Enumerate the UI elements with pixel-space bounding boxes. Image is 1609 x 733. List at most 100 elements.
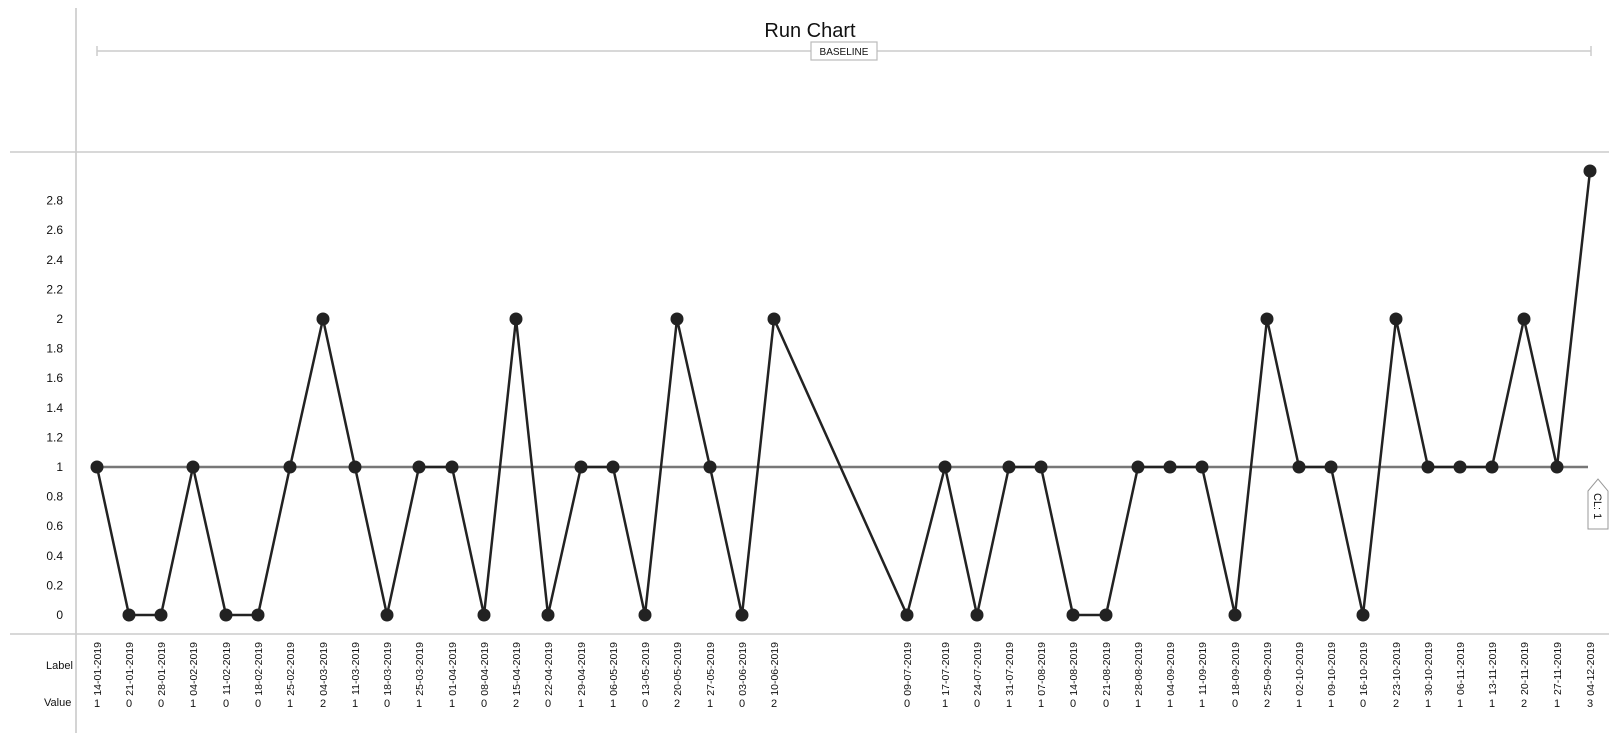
- value-cell: 1: [416, 698, 422, 710]
- y-tick-label: 0.2: [46, 578, 63, 592]
- x-tick-label: 24-07-2019: [972, 642, 984, 696]
- value-cell: 0: [255, 698, 261, 710]
- data-point: [900, 608, 914, 622]
- x-tick-label: 16-10-2019: [1358, 642, 1370, 696]
- baseline-label-box: [810, 41, 878, 61]
- x-tick-label: 18-02-2019: [253, 642, 265, 696]
- value-cell: 1: [1006, 698, 1012, 710]
- data-point: [1099, 608, 1113, 622]
- x-tick-label: 06-05-2019: [608, 642, 620, 696]
- data-point: [283, 460, 297, 474]
- value-cell: 0: [974, 698, 980, 710]
- value-cell: 0: [158, 698, 164, 710]
- x-tick-label: 13-11-2019: [1487, 642, 1499, 695]
- x-tick-label: 14-08-2019: [1068, 642, 1080, 696]
- x-tick-label: 21-01-2019: [124, 642, 136, 696]
- x-tick-label: 06-11-2019: [1455, 642, 1467, 695]
- data-point: [509, 312, 523, 326]
- data-point: [154, 608, 168, 622]
- center-line-label: CL: 1: [1587, 478, 1609, 530]
- y-tick-label: 0: [56, 608, 63, 622]
- value-cell: 1: [287, 698, 293, 710]
- data-point: [1002, 460, 1016, 474]
- x-tick-label: 30-10-2019: [1423, 642, 1435, 696]
- data-point: [380, 608, 394, 622]
- value-row-title: Value: [44, 697, 71, 709]
- data-point: [541, 608, 555, 622]
- value-cell: 2: [771, 698, 777, 710]
- data-point: [1228, 608, 1242, 622]
- data-point: [316, 312, 330, 326]
- data-point: [1066, 608, 1080, 622]
- value-cell: 1: [1554, 698, 1560, 710]
- x-tick-label: 09-07-2019: [902, 642, 914, 696]
- y-tick-label: 1.2: [46, 430, 63, 444]
- value-cell: 0: [1232, 698, 1238, 710]
- x-tick-label: 17-07-2019: [940, 642, 952, 696]
- value-cell: 1: [942, 698, 948, 710]
- value-cell: 3: [1587, 698, 1593, 710]
- y-tick-label: 0.4: [46, 549, 63, 563]
- data-point: [1131, 460, 1145, 474]
- x-tick-label: 25-03-2019: [414, 642, 426, 696]
- data-point: [1163, 460, 1177, 474]
- x-tick-label: 11-02-2019: [221, 642, 233, 695]
- x-tick-label: 08-04-2019: [479, 642, 491, 696]
- x-tick-label: 04-09-2019: [1165, 642, 1177, 696]
- center-line-label-text: CL: 1: [1591, 493, 1603, 519]
- value-cell: 1: [449, 698, 455, 710]
- x-tick-label: 02-10-2019: [1294, 642, 1306, 696]
- data-point: [1517, 312, 1531, 326]
- value-cell: 1: [1167, 698, 1173, 710]
- chart-title: Run Chart: [764, 20, 856, 42]
- x-tick-label: 31-07-2019: [1004, 642, 1016, 696]
- value-cell: 1: [578, 698, 584, 710]
- data-point: [574, 460, 588, 474]
- value-cell: 1: [94, 698, 100, 710]
- data-point: [938, 460, 952, 474]
- value-cell: 2: [1393, 698, 1399, 710]
- value-cell: 0: [481, 698, 487, 710]
- data-point: [122, 608, 136, 622]
- value-cell: 1: [610, 698, 616, 710]
- x-tick-label: 27-05-2019: [705, 642, 717, 696]
- y-tick-label: 1: [56, 460, 63, 474]
- data-point: [1453, 460, 1467, 474]
- y-tick-label: 2: [56, 312, 63, 326]
- y-tick-label: 2.2: [46, 282, 63, 296]
- x-tick-label: 23-10-2019: [1391, 642, 1403, 696]
- data-point: [1356, 608, 1370, 622]
- value-cell: 0: [1360, 698, 1366, 710]
- x-tick-label: 28-01-2019: [156, 642, 168, 696]
- value-cell: 1: [1135, 698, 1141, 710]
- x-tick-label: 09-10-2019: [1326, 642, 1338, 696]
- y-axis-ticks: 0 0.2 0.4 0.6 0.8 1 1.2 1.4 1.6 1.8 2 2.2 2.4 2.6 2.8: [46, 194, 63, 622]
- baseline-bracket: BASELINE: [96, 41, 1592, 61]
- value-cell: 1: [1296, 698, 1302, 710]
- value-cell: 2: [320, 698, 326, 710]
- value-cell: 0: [1070, 698, 1076, 710]
- y-tick-label: 1.6: [46, 371, 63, 385]
- data-point: [1485, 460, 1499, 474]
- y-tick-label: 2.6: [46, 223, 63, 237]
- x-tick-label: 01-04-2019: [447, 642, 459, 696]
- x-tick-label: 20-05-2019: [672, 642, 684, 696]
- value-cell: 2: [1521, 698, 1527, 710]
- value-cell: 2: [1264, 698, 1270, 710]
- y-tick-label: 0.6: [46, 519, 63, 533]
- value-cell: 0: [904, 698, 910, 710]
- x-tick-label: 21-08-2019: [1101, 642, 1113, 696]
- data-point: [90, 460, 104, 474]
- data-point: [1195, 460, 1209, 474]
- x-tick-label: 25-09-2019: [1262, 642, 1274, 696]
- x-tick-label: 10-06-2019: [769, 642, 781, 696]
- value-cell: 1: [1199, 698, 1205, 710]
- x-tick-label: 13-05-2019: [640, 642, 652, 696]
- data-point: [703, 460, 717, 474]
- data-point: [186, 460, 200, 474]
- value-row: 1 0 0 1 0 0 1 2 1 0 1 1 0 2 0 1 1 0 2 1 0 2 0 1 0 1 1 0 0 1 1 1 0 2 1 1 0 2 1 1…: [94, 698, 1593, 710]
- data-point: [767, 312, 781, 326]
- x-tick-label: 15-04-2019: [511, 642, 523, 696]
- data-points: [90, 164, 1597, 622]
